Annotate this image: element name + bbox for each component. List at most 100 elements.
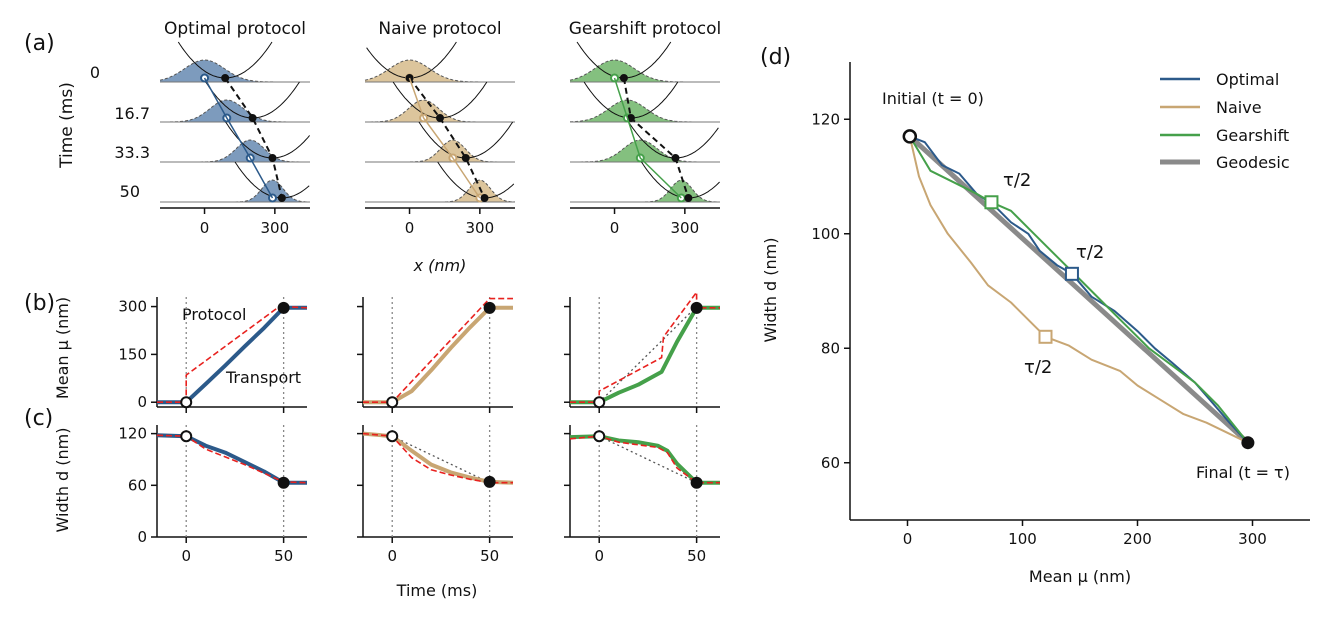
panel-c-protocol-gearshift — [569, 435, 720, 484]
time-label: 0 — [90, 63, 100, 82]
half-label-gearshift: τ/2 — [1003, 170, 1031, 191]
panel-c-ylabel: Width d (nm) — [53, 427, 72, 532]
legend-label-naive: Naive — [1216, 98, 1262, 117]
trap-marker — [480, 194, 489, 202]
mean-path-gearshift — [613, 77, 682, 199]
panel-label-c: (c) — [24, 406, 53, 431]
trap-path-naive — [408, 77, 486, 199]
panel-c-xtick-label: 50 — [274, 547, 293, 565]
distribution-naive — [365, 60, 515, 82]
legend-label-gearshift: Gearshift — [1216, 126, 1289, 145]
time-label: 50 — [120, 182, 140, 201]
panel-c-ytick-label: 0 — [137, 528, 147, 546]
panel-d-ytick-label: 80 — [821, 339, 840, 357]
half-label-optimal: τ/2 — [1076, 242, 1104, 263]
panel-b-ylabel: Mean μ (nm) — [53, 297, 72, 399]
distribution-optimal — [160, 60, 310, 82]
distribution-outline-gearshift — [569, 59, 720, 83]
distribution-naive — [365, 140, 515, 162]
initial-annotation: Initial (t = 0) — [882, 89, 984, 108]
legend: Optimal Naive Gearshift Geodesic — [1160, 70, 1290, 172]
half-label-naive: τ/2 — [1024, 357, 1052, 378]
panel-c-xtick-label: 0 — [594, 547, 604, 565]
panel-d-xtick-label: 0 — [903, 530, 913, 548]
half-marker-naive — [1038, 329, 1053, 344]
panel-c-ytick-label: 120 — [118, 425, 147, 443]
panel-c-protocol-optimal — [156, 434, 308, 484]
panel-d-ytick-label: 60 — [821, 454, 840, 472]
time-label: 16.7 — [114, 104, 150, 123]
distribution-gearshift — [570, 100, 720, 122]
column-title-optimal: Optimal protocol — [164, 19, 306, 39]
panel-b-reference-gearshift — [598, 306, 698, 403]
panel-b-end-marker — [277, 301, 290, 314]
distribution-optimal — [160, 180, 310, 202]
panel-a-xtick-label: 300 — [466, 219, 495, 237]
mean-path-optimal — [203, 77, 274, 199]
panel-label-b: (b) — [24, 291, 55, 316]
distribution-optimal — [160, 100, 310, 122]
mean-path-naive — [408, 77, 481, 199]
panel-label-a: (a) — [24, 31, 55, 56]
panel-a-xlabel: x (nm) — [413, 256, 467, 275]
panel-c-start-marker — [593, 430, 606, 443]
panel-c-xlabel: Time (ms) — [396, 581, 478, 600]
panel-b-transport-gearshift — [570, 305, 720, 405]
distribution-naive — [365, 100, 515, 122]
half-marker-gearshift — [984, 195, 999, 210]
panel-a-xtick-label: 0 — [200, 219, 210, 237]
panel-c-xtick-label: 0 — [181, 547, 191, 565]
panel-d-ylabel: Width d (nm) — [761, 237, 780, 342]
panel-label-d: (d) — [760, 45, 791, 70]
protocol-annotation: Protocol — [182, 305, 246, 324]
distribution-gearshift — [570, 180, 720, 202]
panel-b-end-marker — [483, 301, 496, 314]
time-label: 33.3 — [114, 143, 150, 162]
distribution-outline-optimal — [159, 59, 310, 83]
panel-b-protocol-naive — [363, 297, 513, 404]
panel-c-xtick-label: 0 — [387, 547, 397, 565]
panel-b-start-marker — [386, 396, 399, 409]
panel-a-xtick-label: 300 — [261, 219, 290, 237]
panel-c-transport-gearshift — [569, 434, 720, 485]
panel-c-transport-optimal — [156, 433, 307, 485]
distribution-gearshift — [570, 60, 720, 82]
legend-label-geodesic: Geodesic — [1216, 153, 1290, 172]
trap-path-gearshift — [622, 77, 690, 199]
panel-a-xtick-label: 0 — [405, 219, 415, 237]
panel-d-ytick-label: 100 — [811, 225, 840, 243]
panel-b-start-marker — [180, 396, 193, 409]
panel-c-end-marker — [690, 476, 703, 489]
panel-b-end-marker — [690, 301, 703, 314]
panel-c-start-marker — [180, 430, 193, 443]
panel-a-xtick-label: 300 — [671, 219, 700, 237]
panel-c-end-marker — [483, 475, 496, 488]
panel-d-xtick-label: 300 — [1238, 530, 1267, 548]
distribution-optimal — [160, 140, 310, 162]
panel-d-xtick-label: 100 — [1008, 530, 1037, 548]
column-title-gearshift: Gearshift protocol — [569, 19, 722, 39]
panel-a-xtick-label: 0 — [610, 219, 620, 237]
column-title-naive: Naive protocol — [378, 19, 501, 39]
panel-d-xlabel: Mean μ (nm) — [1029, 567, 1131, 586]
final-marker — [1241, 436, 1255, 450]
panel-b-transport-naive — [363, 305, 513, 405]
half-marker-optimal — [1064, 266, 1079, 281]
panel-b-ytick-label: 150 — [118, 345, 147, 363]
trap-path-optimal — [224, 77, 283, 199]
panel-c-xtick-label: 50 — [687, 547, 706, 565]
panel-a-ylabel: Time (ms) — [57, 82, 77, 169]
final-annotation: Final (t = τ) — [1196, 463, 1290, 482]
panel-b-ytick-label: 0 — [137, 393, 147, 411]
panel-d-ytick-label: 120 — [811, 110, 840, 128]
legend-label-optimal: Optimal — [1216, 70, 1279, 89]
panel-c-start-marker — [386, 430, 399, 443]
distribution-outline-naive — [364, 59, 515, 83]
panel-d-series-geodesic — [908, 134, 1250, 445]
panel-b-ytick-label: 300 — [118, 298, 147, 316]
panel-b-start-marker — [593, 396, 606, 409]
transport-annotation: Transport — [225, 368, 301, 387]
panel-c-reference-naive — [391, 435, 490, 484]
distribution-gearshift — [570, 140, 720, 162]
